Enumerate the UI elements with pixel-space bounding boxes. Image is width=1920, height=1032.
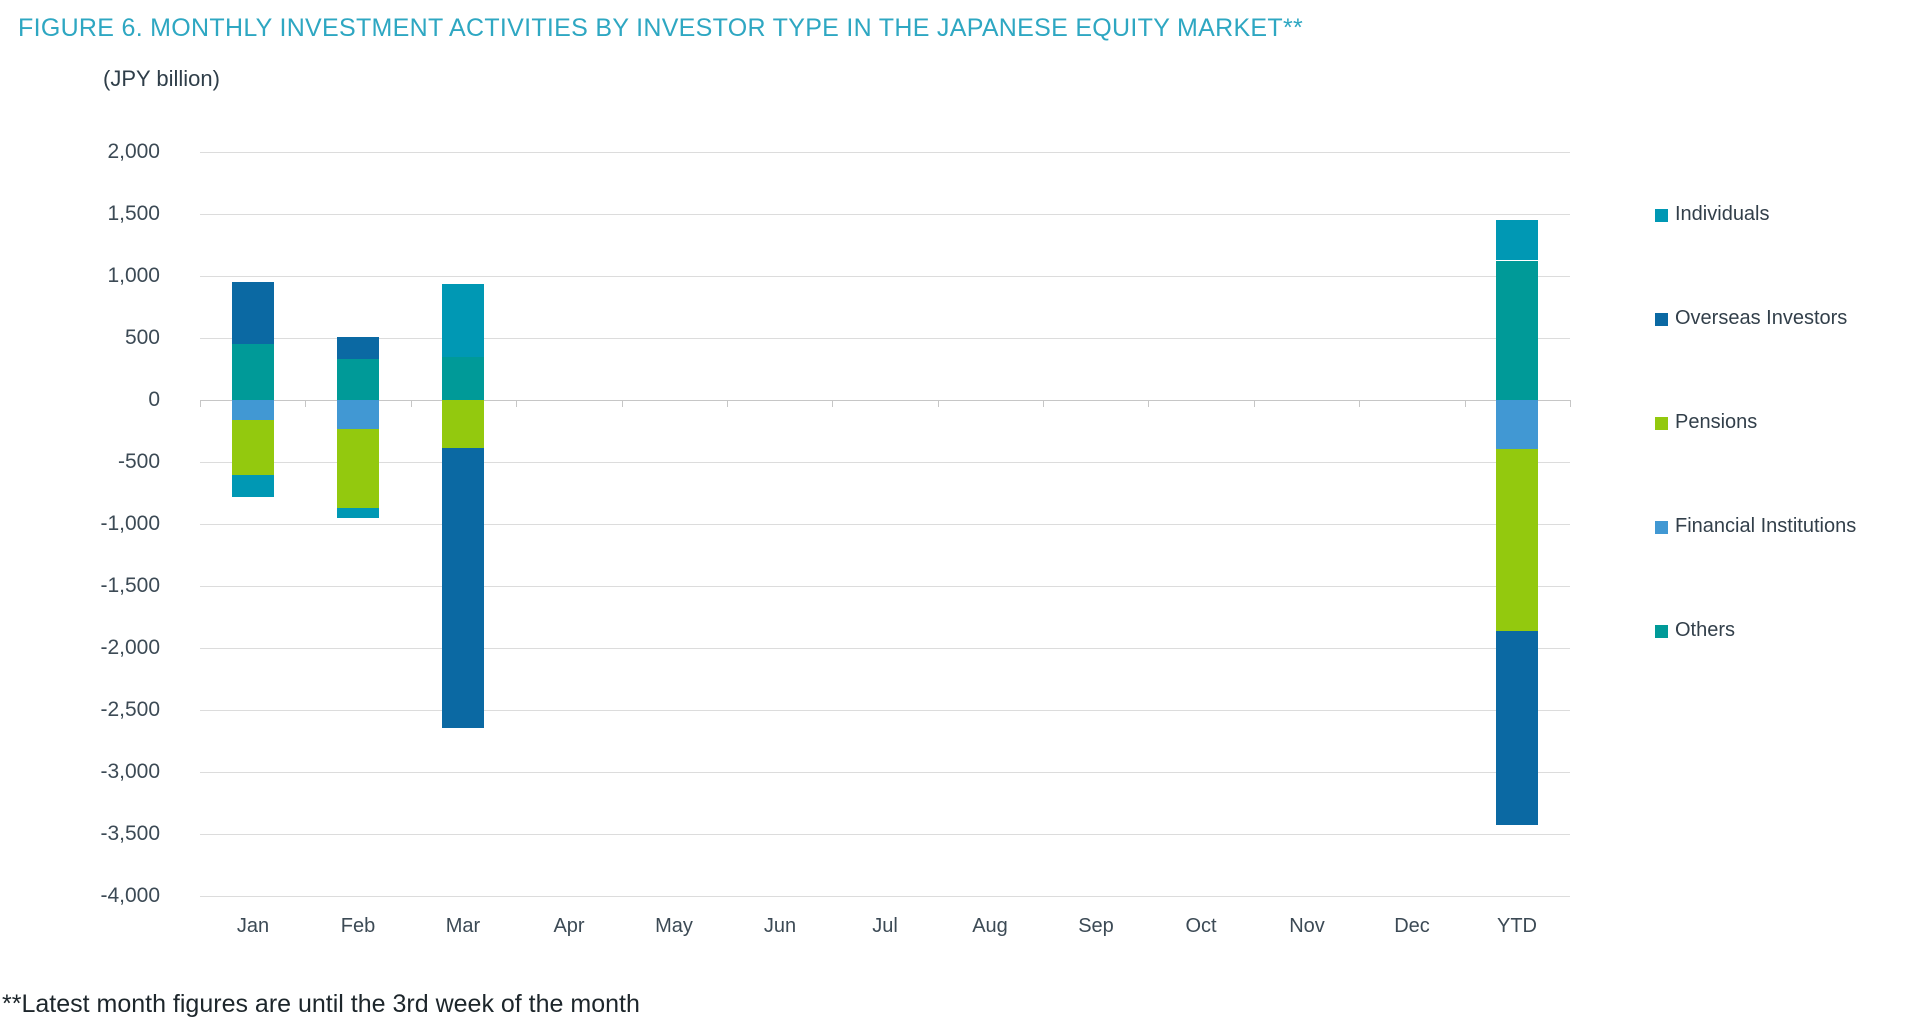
legend-swatch-icon: [1655, 625, 1668, 638]
bar-segment-overseas-investors-mar: [442, 448, 484, 728]
zero-axis-tick: [727, 400, 728, 407]
bar-segment-others-mar: [442, 357, 484, 400]
x-tick-label-sep: Sep: [1078, 915, 1114, 937]
zero-axis-tick: [1148, 400, 1149, 407]
bar-segment-others-jan: [232, 344, 274, 400]
gridline: [200, 152, 1570, 153]
x-tick-label-ytd: YTD: [1497, 915, 1537, 937]
x-tick-label-may: May: [655, 915, 693, 937]
bar-segment-financial-institutions-feb: [337, 400, 379, 429]
y-tick-label: 0: [148, 388, 160, 411]
legend-label: Individuals: [1675, 203, 1770, 225]
gridline: [200, 462, 1570, 463]
legend-label: Others: [1675, 619, 1736, 641]
zero-axis-tick: [1570, 400, 1571, 407]
bar-segment-financial-institutions-jan: [232, 400, 274, 420]
x-tick-label-dec: Dec: [1394, 915, 1430, 937]
x-tick-label-jun: Jun: [763, 915, 797, 937]
zero-axis-tick: [516, 400, 517, 407]
legend-item-overseas-investors: Overseas Investors: [1655, 307, 1847, 331]
bar-segment-financial-institutions-ytd: [1496, 400, 1538, 449]
figure-title: FIGURE 6. MONTHLY INVESTMENT ACTIVITIES …: [18, 14, 1304, 42]
bar-segment-pensions-mar: [442, 400, 484, 448]
bar-segment-overseas-investors-ytd: [1496, 631, 1538, 825]
legend-item-pensions: Pensions: [1655, 411, 1757, 435]
bar-segment-overseas-investors-jan: [232, 282, 274, 344]
zero-axis-tick: [622, 400, 623, 407]
legend-label: Overseas Investors: [1675, 307, 1848, 329]
y-tick-label: -500: [117, 450, 160, 473]
zero-axis-tick: [832, 400, 833, 407]
y-tick-label: 2,000: [107, 140, 160, 163]
legend-label: Financial Institutions: [1675, 515, 1857, 537]
y-tick-label: -2,500: [100, 698, 160, 721]
gridline: [200, 648, 1570, 649]
zero-axis-tick: [200, 400, 201, 407]
zero-axis-tick: [1043, 400, 1044, 407]
x-tick-label-aug: Aug: [972, 915, 1008, 937]
x-tick-label-jan: Jan: [236, 915, 270, 937]
y-tick-label: -4,000: [100, 884, 160, 907]
x-tick-label-apr: Apr: [553, 915, 585, 937]
y-tick-label: -1,000: [100, 512, 160, 535]
x-tick-label-mar: Mar: [445, 915, 481, 937]
gridline: [200, 710, 1570, 711]
zero-axis-tick: [305, 400, 306, 407]
gridline: [200, 586, 1570, 587]
y-tick-label: 1,000: [107, 264, 160, 287]
zero-axis-tick: [938, 400, 939, 407]
gridline: [200, 276, 1570, 277]
bar-segment-individuals-mar: [442, 284, 484, 357]
legend-label: Pensions: [1675, 411, 1758, 433]
legend: Individuals Overseas Investors Pensions Fin…: [1655, 0, 1915, 700]
legend-item-individuals: Individuals: [1655, 203, 1770, 227]
gridline: [200, 896, 1570, 897]
bar-segment-others-ytd: [1496, 261, 1538, 401]
bar-segment-individuals-feb: [337, 508, 379, 518]
y-tick-label: -3,500: [100, 822, 160, 845]
legend-item-financial-institutions: Financial Institutions: [1655, 515, 1856, 539]
x-tick-label-nov: Nov: [1289, 915, 1325, 937]
y-tick-label: -3,000: [100, 760, 160, 783]
y-tick-label: -2,000: [100, 636, 160, 659]
legend-swatch-icon: [1655, 417, 1668, 430]
gridline: [200, 524, 1570, 525]
legend-swatch-icon: [1655, 521, 1668, 534]
bar-segment-pensions-feb: [337, 429, 379, 508]
legend-item-others: Others: [1655, 619, 1735, 643]
bar-segment-pensions-ytd: [1496, 449, 1538, 631]
x-tick-label-oct: Oct: [1185, 915, 1217, 937]
zero-axis-tick: [1465, 400, 1466, 407]
bar-segment-individuals-ytd: [1496, 220, 1538, 260]
zero-axis-tick: [1359, 400, 1360, 407]
zero-axis-tick: [1254, 400, 1255, 407]
gridline: [200, 772, 1570, 773]
y-tick-label: 1,500: [107, 202, 160, 225]
bar-segment-others-feb: [337, 359, 379, 400]
y-tick-label: 500: [124, 326, 160, 349]
bar-segment-individuals-jan: [232, 475, 274, 497]
legend-swatch-icon: [1655, 313, 1668, 326]
y-axis-unit-label: (JPY billion): [103, 66, 220, 91]
zero-axis-line: [200, 400, 1570, 401]
y-tick-label: -1,500: [100, 574, 160, 597]
zero-axis-tick: [411, 400, 412, 407]
footnote: **Latest month figures are until the 3rd…: [2, 990, 640, 1018]
legend-swatch-icon: [1655, 209, 1668, 222]
gridline: [200, 834, 1570, 835]
x-tick-label-feb: Feb: [340, 915, 376, 937]
x-tick-label-jul: Jul: [872, 915, 898, 937]
bar-segment-overseas-investors-feb: [337, 337, 379, 359]
gridline: [200, 338, 1570, 339]
gridline: [200, 214, 1570, 215]
bar-segment-pensions-jan: [232, 420, 274, 475]
